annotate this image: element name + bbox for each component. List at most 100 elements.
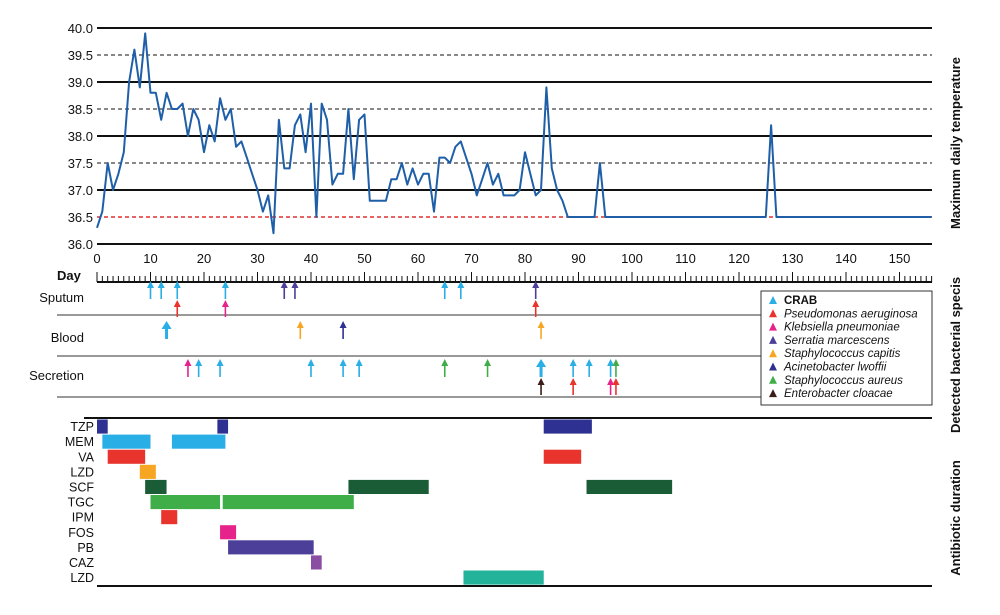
temperature-y-tick-label: 36.0 <box>68 237 93 252</box>
detection-sputum-pseudomonas-aeruginosa <box>173 300 181 317</box>
temperature-y-tick-label: 38.5 <box>68 102 93 117</box>
temperature-y-tick-label: 39.5 <box>68 48 93 63</box>
detection-blood-staphylococcus-capitis <box>296 321 304 339</box>
temperature-y-tick-label: 36.5 <box>68 210 93 225</box>
x-tick-labels: 0 10 20 30 40 50 60 70 80 90 100 110 120 130 140 150 <box>93 251 910 266</box>
detection-secretion-enterobacter-cloacae <box>537 378 545 395</box>
antibiotic-bars <box>97 419 673 585</box>
detection-secretion-pseudomonas-aeruginosa <box>612 378 620 395</box>
antibiotic-bar-caz <box>311 555 322 570</box>
detection-secretion-staphylococcus-aureus <box>484 359 492 377</box>
detection-secretion-klebsiella-pneumoniae <box>184 359 192 377</box>
x-tick-label: 40 <box>304 251 318 266</box>
legend-label: Serratia marcescens <box>784 335 890 347</box>
legend-label: Enterobacter cloacae <box>784 388 893 400</box>
detection-sputum-crab <box>157 281 165 299</box>
antibiotic-bar-mem <box>102 434 151 449</box>
antibiotic-bar-va <box>107 449 146 464</box>
detection-blood-crab <box>161 321 172 339</box>
antibiotic-bar-pb <box>228 540 314 555</box>
legend-item-pseudomonas-aeruginosa: Pseudomonas aeruginosa <box>769 308 918 320</box>
detection-secretion-klebsiella-pneumoniae <box>607 378 615 395</box>
legend-label: CRAB <box>784 295 817 307</box>
antibiotic-bar-lzd <box>463 570 544 585</box>
legend-item-serratia-marcescens: Serratia marcescens <box>769 335 890 347</box>
detection-secretion-crab <box>569 359 577 377</box>
antibiotic-bar-tgc <box>222 495 354 510</box>
legend-marker <box>769 296 777 304</box>
x-tick-label: 80 <box>518 251 532 266</box>
legend-marker <box>769 322 777 331</box>
detection-sputum-crab <box>457 281 465 299</box>
temperature-y-tick-labels: 40.0 39.5 39.0 38.5 38.0 37.5 37.0 36.5 36.0 <box>68 21 93 252</box>
x-tick-label: 0 <box>93 251 100 266</box>
x-tick-label: 110 <box>675 251 696 266</box>
legend-item-acinetobacter-lwoffii: Acinetobacter lwoffii <box>769 362 887 374</box>
antibiotic-row-label-ipm: IPM <box>72 511 94 525</box>
antibiotic-bar-fos <box>220 525 237 540</box>
antibiotic-bar-tzp <box>97 419 108 434</box>
bacteria-row-label-sputum: Sputum <box>39 290 84 305</box>
legend-item-enterobacter-cloacae: Enterobacter cloacae <box>769 388 893 400</box>
legend-marker <box>769 349 777 358</box>
x-tick-label: 10 <box>143 251 157 266</box>
temperature-y-tick-label: 40.0 <box>68 21 93 36</box>
antibiotic-row-label-pb: PB <box>77 541 94 555</box>
detection-blood-staphylococcus-capitis <box>537 321 545 339</box>
antibiotic-bar-scf <box>145 479 167 494</box>
legend-box <box>760 290 933 406</box>
detection-sputum-serratia-marcescens <box>280 281 288 299</box>
x-axis-ruler <box>96 272 933 283</box>
detection-secretion-crab <box>307 359 315 377</box>
temperature-gridlines <box>97 27 932 245</box>
x-tick-label: 150 <box>889 251 911 266</box>
detection-sputum-crab <box>173 281 181 299</box>
antibiotic-row-label-tzp: TZP <box>70 420 94 434</box>
detection-sputum-crab <box>221 281 229 299</box>
detection-secretion-crab <box>195 359 203 377</box>
detection-secretion-crab <box>536 359 547 377</box>
x-tick-label: 100 <box>621 251 643 266</box>
temperature-y-tick-label: 37.0 <box>68 183 93 198</box>
legend-marker <box>769 362 777 371</box>
x-tick-label: 50 <box>357 251 371 266</box>
detection-secretion-crab <box>339 359 347 377</box>
antibiotic-bar-tzp <box>217 419 229 434</box>
detection-secretion-crab <box>355 359 363 377</box>
x-tick-label: 70 <box>464 251 478 266</box>
antibiotic-row-label-va: VA <box>78 450 94 464</box>
bacteria-row-labels: Sputum Blood Secretion <box>29 290 84 383</box>
bacteria-y-axis-label: Detected bacterial specis <box>948 277 963 433</box>
antibiotic-row-label-fos: FOS <box>68 526 94 540</box>
legend-label: Acinetobacter lwoffii <box>783 362 887 374</box>
antibiotic-bar-va <box>543 449 582 464</box>
legend-item-staphylococcus-capitis: Staphylococcus capitis <box>769 348 901 360</box>
detection-secretion-staphylococcus-aureus <box>441 359 449 377</box>
detection-sputum-serratia-marcescens <box>291 281 299 299</box>
x-tick-label: 140 <box>835 251 857 266</box>
antibiotic-bar-ipm <box>161 510 178 525</box>
legend-item-klebsiella-pneumoniae: Klebsiella pneumoniae <box>769 322 900 334</box>
legend-marker <box>769 389 777 398</box>
antibiotic-y-axis-label: Antibiotic duration <box>948 460 963 576</box>
detection-sputum-crab <box>441 281 449 299</box>
detection-blood-acinetobacter-lwoffii <box>339 321 347 339</box>
x-tick-label: 30 <box>250 251 264 266</box>
legend-label: Staphylococcus aureus <box>784 375 903 387</box>
legend-marker <box>769 335 777 344</box>
x-tick-label: 20 <box>197 251 211 266</box>
antibiotic-row-label-tgc: TGC <box>68 496 94 510</box>
antibiotic-bar-scf <box>586 479 673 494</box>
x-tick-label: 130 <box>782 251 804 266</box>
detection-secretion-crab <box>216 359 224 377</box>
x-tick-label: 90 <box>571 251 585 266</box>
temperature-y-axis-label: Maximum daily temperature <box>948 57 963 229</box>
detection-sputum-klebsiella-pneumoniae <box>221 300 229 317</box>
detection-sputum-crab <box>147 281 154 299</box>
